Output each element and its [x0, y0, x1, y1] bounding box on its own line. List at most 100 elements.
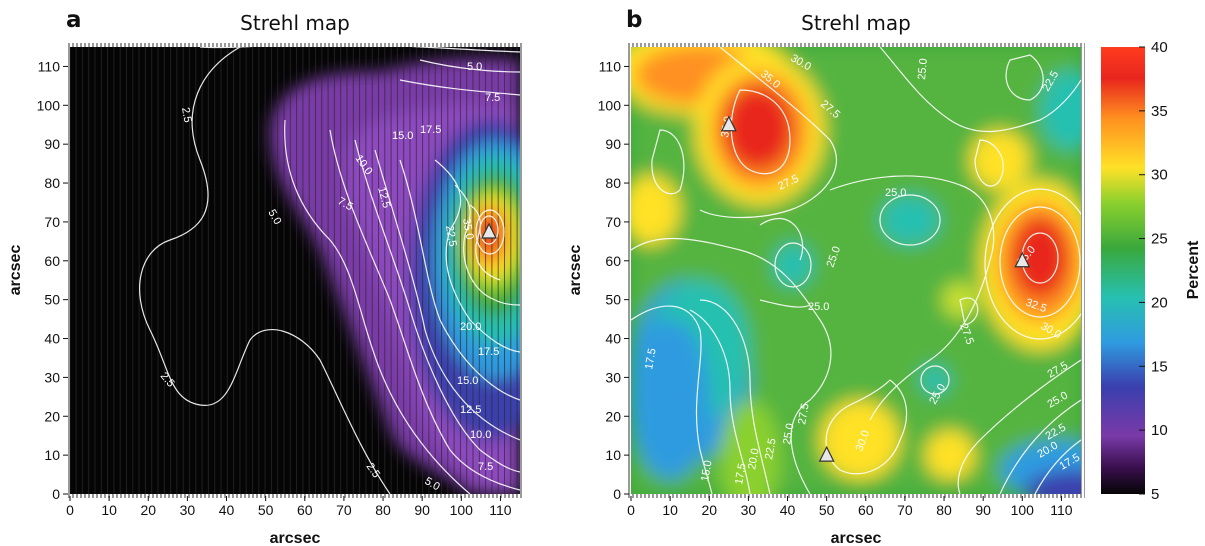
- panel-b-axes: 0 10 20 30 40 50 60 70 80 90 100 110 0 10 20 30 40 50 60 70…: [598, 58, 1073, 518]
- svg-text:17.5: 17.5: [643, 347, 659, 370]
- panel-b-xtick-label: 70: [897, 502, 913, 518]
- panel-b-markers: [720, 115, 1031, 462]
- colorbar-tick-label: 30: [1151, 167, 1168, 184]
- panel-b-xtick-label: 40: [780, 502, 796, 518]
- svg-text:22.5: 22.5: [443, 224, 459, 247]
- panel-a-ylabel: arcsec: [7, 245, 24, 296]
- panel-b-xtick-label: 50: [819, 502, 835, 518]
- panel-b-ytick-label: 90: [605, 136, 621, 152]
- panel-b-ytick-label: 110: [599, 58, 622, 74]
- svg-text:27.5: 27.5: [796, 402, 812, 425]
- panel-b-triangle-marker: [818, 445, 835, 462]
- panel-a-xtick-label: 50: [258, 502, 274, 518]
- panel-a-contours: [139, 47, 520, 494]
- panel-b-letter: b: [626, 7, 642, 33]
- colorbar-tick-label: 10: [1151, 422, 1168, 439]
- svg-text:15.0: 15.0: [457, 375, 478, 387]
- svg-text:25.0: 25.0: [916, 58, 930, 80]
- svg-text:22.5: 22.5: [763, 437, 779, 460]
- panel-b-ytick-label: 30: [605, 369, 621, 385]
- svg-text:10.0: 10.0: [470, 429, 491, 441]
- panel-b-triangle-marker: [720, 115, 737, 132]
- panel-a-xtick-label: 70: [336, 502, 352, 518]
- panel-a-xtick-label: 90: [414, 502, 430, 518]
- panel-a-ytick-label: 60: [44, 253, 60, 269]
- colorbar: 5 10 15 20 25 30 35 40 Percent: [1101, 39, 1202, 503]
- panel-b-xtick-label: 30: [741, 502, 757, 518]
- panel-a-ytick-label: 40: [44, 331, 60, 347]
- svg-text:20.0: 20.0: [460, 321, 481, 333]
- svg-text:20.0: 20.0: [746, 447, 762, 470]
- colorbar-tick-label: 40: [1151, 39, 1168, 56]
- panel-b-xlabel: arcsec: [831, 530, 882, 546]
- panel-a: a Strehl map: [7, 7, 524, 546]
- svg-text:25.0: 25.0: [781, 422, 797, 445]
- panel-a-xtick-label: 40: [219, 502, 235, 518]
- svg-text:12.5: 12.5: [460, 404, 481, 416]
- svg-text:7.5: 7.5: [485, 92, 500, 104]
- panel-a-xlabel: arcsec: [270, 530, 321, 546]
- panel-b-ytick-label: 100: [598, 97, 622, 113]
- colorbar-tick-label: 5: [1151, 486, 1159, 503]
- panel-b: b Strehl map: [567, 7, 1085, 546]
- panel-a-xtick-label: 110: [489, 502, 512, 518]
- panel-a-ytick-label: 50: [44, 292, 60, 308]
- colorbar-gradient: [1101, 47, 1145, 494]
- panel-b-xtick-label: 110: [1050, 502, 1073, 518]
- panel-a-ytick-label: 30: [44, 369, 60, 385]
- panel-b-ytick-label: 70: [605, 214, 621, 230]
- panel-a-title: Strehl map: [240, 11, 350, 35]
- panel-b-frame: [627, 43, 1085, 498]
- panel-b-ytick-label: 40: [605, 331, 621, 347]
- panel-a-xtick-label: 60: [297, 502, 313, 518]
- svg-text:12.5: 12.5: [375, 186, 392, 210]
- svg-text:15.0: 15.0: [392, 130, 413, 142]
- panel-a-ytick-label: 20: [44, 408, 60, 424]
- colorbar-tick-label: 15: [1151, 358, 1168, 375]
- panel-b-heatmap: 35.0 30.0 35.0 27.5 25.0 22.5 27.5 25.0 …: [631, 47, 1081, 494]
- panel-a-xtick-label: 10: [101, 502, 117, 518]
- panel-b-ytick-label: 10: [605, 447, 621, 463]
- panel-b-contours: [631, 47, 1081, 494]
- colorbar-tick-label: 25: [1151, 231, 1168, 248]
- colorbar-tick-label: 20: [1151, 294, 1168, 311]
- panel-b-xtick-label: 100: [1011, 502, 1035, 518]
- panel-b-xtick-label: 0: [627, 502, 635, 518]
- panel-a-ytick-label: 70: [44, 214, 60, 230]
- panel-a-axes: 0 10 20 30 40 50 60 70 80 90 100 110 0 10 20 30 40 50 60 70…: [37, 58, 512, 518]
- panel-a-xtick-label: 20: [140, 502, 156, 518]
- panel-a-ytick-label: 0: [52, 486, 60, 502]
- svg-text:25.0: 25.0: [808, 301, 829, 313]
- panel-b-ytick-label: 20: [605, 408, 621, 424]
- svg-text:5.0: 5.0: [467, 61, 482, 73]
- panel-b-ytick-label: 0: [613, 486, 621, 502]
- colorbar-tick-label: 35: [1151, 103, 1168, 120]
- colorbar-ticks: 5 10 15 20 25 30 35 40: [1139, 39, 1168, 503]
- panel-a-ytick-label: 100: [37, 97, 61, 113]
- panel-a-xtick-label: 80: [375, 502, 391, 518]
- panel-a-xtick-label: 0: [66, 502, 74, 518]
- panel-a-heatmap: 2.5 2.5 2.5 5.0 5.0 5.0 7.5 7.5 7.5 10.0…: [70, 47, 520, 494]
- panel-b-ytick-label: 80: [605, 175, 621, 191]
- svg-text:17.5: 17.5: [478, 346, 499, 358]
- panel-b-xtick-label: 80: [936, 502, 952, 518]
- panel-a-ytick-label: 110: [38, 58, 61, 74]
- panel-b-xtick-label: 90: [975, 502, 991, 518]
- svg-text:17.5: 17.5: [420, 124, 441, 136]
- svg-text:35.0: 35.0: [460, 217, 476, 240]
- panel-a-peak-marker: [481, 222, 497, 239]
- panel-a-ytick-label: 80: [44, 175, 60, 191]
- panel-b-triangle-marker: [1014, 251, 1031, 268]
- svg-text:2.5: 2.5: [179, 106, 193, 123]
- svg-text:17.5: 17.5: [733, 462, 749, 485]
- panel-b-xtick-label: 10: [662, 502, 678, 518]
- svg-text:7.5: 7.5: [478, 461, 493, 473]
- panel-a-letter: a: [66, 7, 82, 33]
- panel-a-ytick-label: 90: [44, 136, 60, 152]
- panel-a-ytick-label: 10: [44, 447, 60, 463]
- panel-b-ytick-label: 60: [605, 253, 621, 269]
- panel-b-xtick-label: 60: [858, 502, 874, 518]
- panel-b-title: Strehl map: [801, 11, 911, 35]
- colorbar-label: Percent: [1185, 240, 1202, 299]
